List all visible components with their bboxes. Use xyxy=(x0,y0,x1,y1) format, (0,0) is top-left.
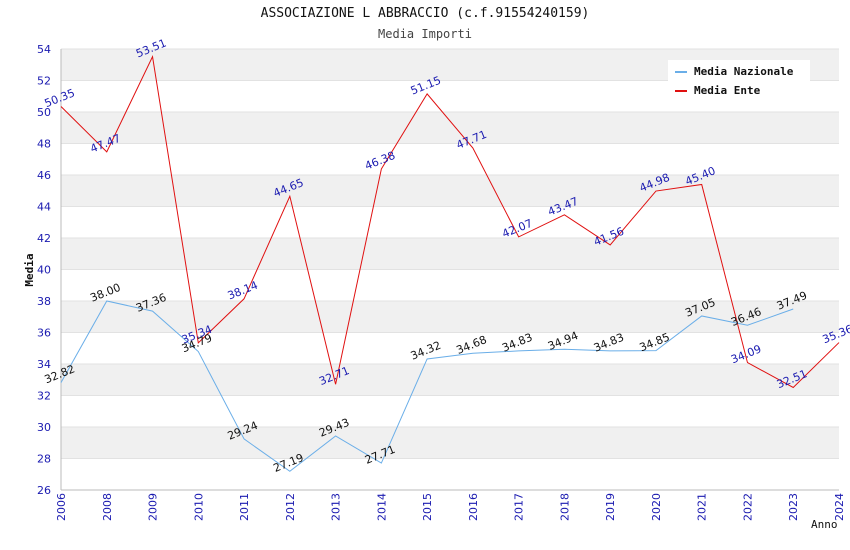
grid-band xyxy=(61,175,839,207)
y-tick-label: 30 xyxy=(37,421,51,434)
y-tick-label: 54 xyxy=(37,43,51,56)
y-axis-label: Media xyxy=(23,253,36,286)
x-tick-label: 2017 xyxy=(513,493,526,521)
x-tick-label: 2012 xyxy=(284,493,297,521)
grid-band xyxy=(61,458,839,490)
y-tick-label: 38 xyxy=(37,295,51,308)
x-tick-label: 2024 xyxy=(833,493,846,521)
y-tick-label: 44 xyxy=(37,201,51,214)
x-tick-label: 2019 xyxy=(604,493,617,521)
axes xyxy=(60,48,839,491)
x-axis-label: Anno xyxy=(811,518,838,531)
grid-band xyxy=(61,395,839,427)
y-tick-label: 26 xyxy=(37,484,51,497)
x-tick-label: 2015 xyxy=(421,493,434,521)
legend-box xyxy=(668,60,810,102)
grid-band xyxy=(61,238,839,270)
y-tick-label: 32 xyxy=(37,390,51,403)
grid-band xyxy=(61,427,839,459)
legend-label-ente: Media Ente xyxy=(694,84,761,97)
series-lines xyxy=(60,55,840,472)
y-tick-label: 52 xyxy=(37,75,51,88)
x-tick-label: 2009 xyxy=(147,493,160,521)
series-line-nazionale xyxy=(60,300,794,472)
y-tick-label: 50 xyxy=(37,106,51,119)
y-tick-label: 46 xyxy=(37,169,51,182)
grid-band xyxy=(61,364,839,396)
x-tick-label: 2022 xyxy=(741,493,754,521)
y-tick-label: 34 xyxy=(37,358,51,371)
x-tick-label: 2014 xyxy=(375,493,388,521)
x-tick-label: 2021 xyxy=(696,493,709,521)
x-tick-label: 2008 xyxy=(101,493,114,521)
y-tick-label: 36 xyxy=(37,327,51,340)
x-tick-label: 2023 xyxy=(787,493,800,521)
x-tick-label: 2018 xyxy=(558,493,571,521)
x-tick-label: 2013 xyxy=(330,493,343,521)
x-tick-label: 2016 xyxy=(467,493,480,521)
series-line-ente xyxy=(60,55,840,389)
grid-band xyxy=(61,269,839,301)
y-tick-label: 42 xyxy=(37,232,51,245)
legend-label-nazionale: Media Nazionale xyxy=(694,65,794,78)
grid-bands xyxy=(61,49,839,490)
x-tick-label: 2020 xyxy=(650,493,663,521)
y-tick-label: 28 xyxy=(37,453,51,466)
grid-band xyxy=(61,301,839,333)
x-tick-label: 2010 xyxy=(192,493,205,521)
grid-band xyxy=(61,143,839,175)
y-tick-label: 40 xyxy=(37,264,51,277)
y-tick-label: 48 xyxy=(37,138,51,151)
chart-title: ASSOCIAZIONE L ABBRACCIO (c.f.9155424015… xyxy=(260,6,590,21)
grid-band xyxy=(61,332,839,364)
legend: Media Nazionale Media Ente xyxy=(668,60,810,102)
x-tick-label: 2011 xyxy=(238,493,251,521)
grid-band xyxy=(61,206,839,238)
x-tick-label: 2006 xyxy=(55,493,68,521)
x-tick-labels: 2006 2008 2009 2010 2011 2012 2013 2014 2015 2016… xyxy=(55,493,846,521)
grid-band xyxy=(61,112,839,144)
chart-subtitle: Media Importi xyxy=(378,27,472,41)
y-tick-labels: 26 28 30 32 34 36 38 40 42 44 46 48 50 52 54 xyxy=(37,43,51,497)
